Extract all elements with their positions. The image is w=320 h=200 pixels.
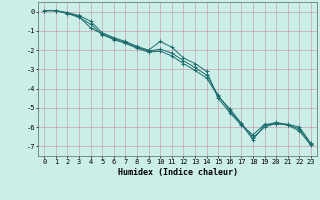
X-axis label: Humidex (Indice chaleur): Humidex (Indice chaleur) [118,168,238,177]
